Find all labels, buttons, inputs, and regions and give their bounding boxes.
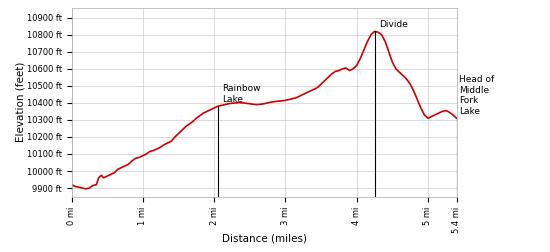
Y-axis label: Elevation (feet): Elevation (feet) — [15, 62, 25, 142]
Text: Head of
Middle
Fork
Lake: Head of Middle Fork Lake — [459, 76, 494, 116]
X-axis label: Distance (miles): Distance (miles) — [222, 234, 306, 244]
Text: Divide: Divide — [379, 20, 408, 29]
Text: Rainbow
Lake: Rainbow Lake — [222, 84, 261, 104]
